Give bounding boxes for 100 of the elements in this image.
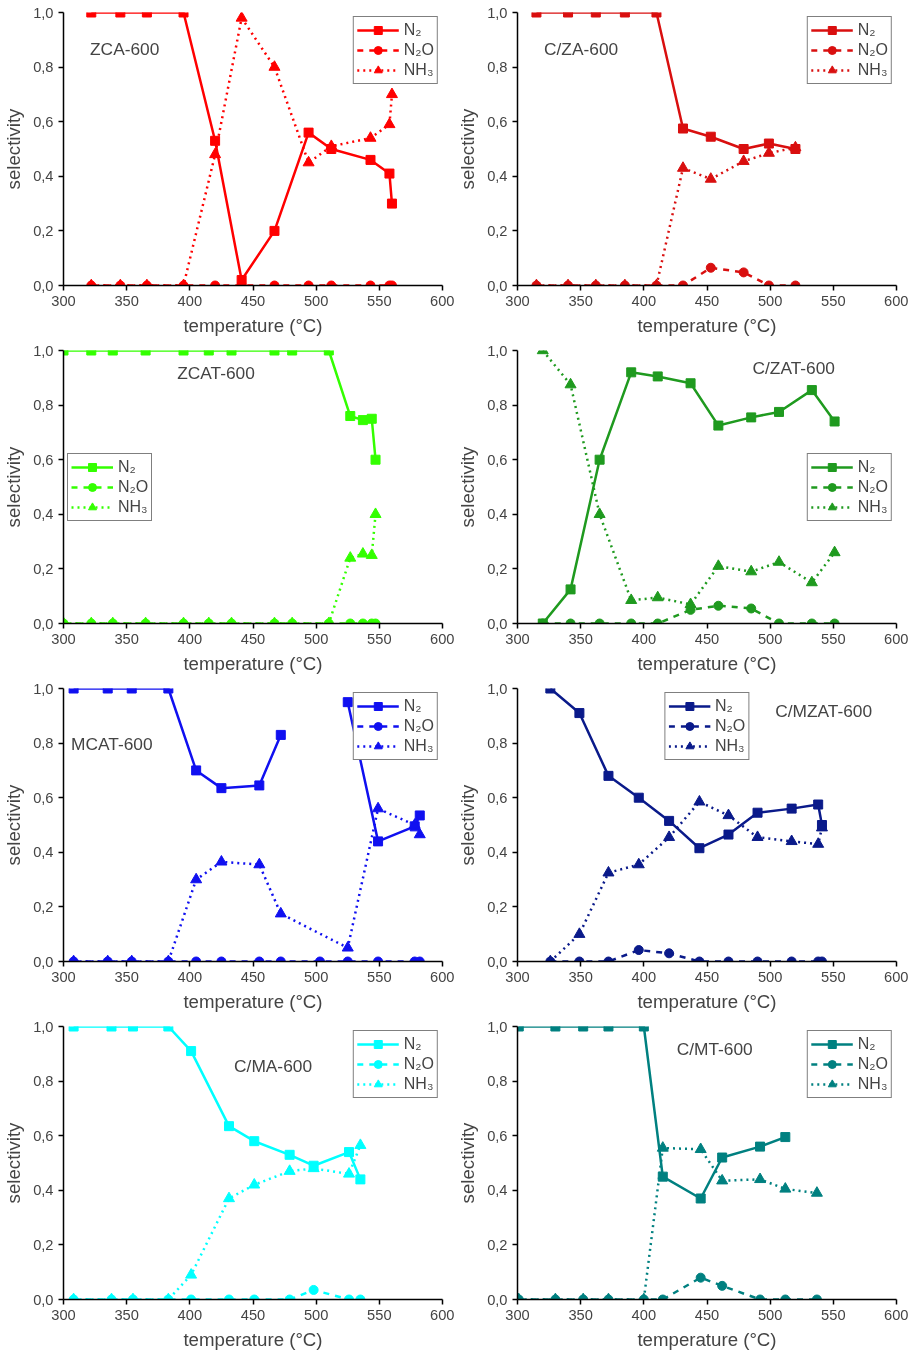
y-tick-label: 1,0 — [487, 4, 508, 21]
x-tick-label: 400 — [177, 292, 203, 309]
x-tick-label: 450 — [694, 630, 720, 647]
y-tick-label: 1,0 — [487, 680, 508, 697]
x-tick-label: 450 — [240, 968, 266, 985]
x-tick-label: 600 — [884, 630, 909, 647]
legend-label: N₂ — [857, 20, 877, 40]
x-tick-label: 600 — [884, 1306, 909, 1323]
x-tick-label: 550 — [821, 292, 846, 309]
y-axis-title: selectivity — [3, 1121, 25, 1204]
y-tick-label: 0,2 — [487, 222, 508, 239]
y-tick-label: 0,6 — [487, 1127, 508, 1144]
x-tick-label: 500 — [757, 968, 783, 985]
x-tick-label: 500 — [757, 292, 783, 309]
x-axis-title: temperature (°C) — [637, 990, 777, 1012]
x-tick-label: 300 — [505, 292, 530, 309]
x-tick-label: 450 — [694, 292, 720, 309]
y-axis-title: selectivity — [457, 783, 479, 866]
y-tick-label: 0,0 — [33, 953, 54, 970]
y-tick-label: 0,4 — [487, 844, 508, 861]
y-tick-label: 0,0 — [33, 277, 54, 294]
y-tick-label: 0,4 — [487, 1182, 508, 1199]
x-axis-title: temperature (°C) — [183, 314, 323, 336]
x-tick-label: 300 — [51, 292, 76, 309]
annotation: C/ZAT-600 — [752, 357, 835, 378]
x-tick-label: 450 — [240, 1306, 266, 1323]
x-tick-label: 300 — [505, 630, 530, 647]
y-tick-label: 0,4 — [487, 168, 508, 185]
x-axis-title: temperature (°C) — [183, 1328, 323, 1350]
legend-label: N₂ — [403, 20, 423, 40]
y-tick-label: 1,0 — [33, 342, 54, 359]
x-tick-label: 450 — [240, 292, 266, 309]
y-tick-label: 0,8 — [487, 1073, 508, 1090]
y-tick-label: 1,0 — [33, 4, 54, 21]
y-tick-label: 1,0 — [33, 680, 54, 697]
x-tick-label: 550 — [821, 1306, 846, 1323]
legend-label: N₂ — [857, 1034, 877, 1054]
x-tick-label: 350 — [568, 1306, 593, 1323]
y-tick-label: 0,8 — [33, 59, 54, 76]
y-tick-label: 0,0 — [487, 615, 508, 632]
y-axis-title: selectivity — [457, 1121, 479, 1204]
x-tick-label: 400 — [631, 1306, 657, 1323]
y-tick-label: 0,4 — [33, 506, 54, 523]
x-tick-label: 350 — [114, 292, 139, 309]
y-tick-label: 1,0 — [33, 1018, 54, 1035]
x-tick-label: 350 — [114, 630, 139, 647]
x-tick-label: 600 — [430, 1306, 455, 1323]
y-tick-label: 0,6 — [33, 789, 54, 806]
x-tick-label: 300 — [505, 968, 530, 985]
legend-label: N₂O — [857, 1054, 888, 1074]
annotation: C/MZAT-600 — [775, 701, 873, 722]
x-axis-title: temperature (°C) — [637, 652, 777, 674]
annotation: ZCA-600 — [90, 38, 160, 59]
y-tick-label: 1,0 — [487, 342, 508, 359]
x-tick-label: 400 — [177, 630, 203, 647]
y-tick-label: 0,8 — [487, 397, 508, 414]
y-tick-label: 0,6 — [487, 789, 508, 806]
x-tick-label: 550 — [821, 968, 846, 985]
x-tick-label: 450 — [694, 1306, 720, 1323]
y-tick-label: 0,2 — [33, 898, 54, 915]
y-tick-label: 0,8 — [487, 735, 508, 752]
legend-label: N₂ — [714, 696, 734, 716]
y-tick-label: 0,4 — [487, 506, 508, 523]
legend-label: NH₃ — [118, 496, 148, 517]
y-tick-label: 0,6 — [33, 451, 54, 468]
x-tick-label: 400 — [631, 292, 657, 309]
y-tick-label: 0,8 — [487, 59, 508, 76]
y-tick-label: 0,2 — [487, 898, 508, 915]
x-tick-label: 600 — [430, 968, 455, 985]
x-tick-label: 550 — [367, 968, 392, 985]
legend-label: N₂ — [403, 1034, 423, 1054]
y-axis-title: selectivity — [457, 107, 479, 190]
legend-label: N₂O — [403, 716, 434, 736]
y-tick-label: 0,2 — [487, 1236, 508, 1253]
legend-label: NH₃ — [857, 496, 888, 517]
x-tick-label: 500 — [757, 630, 783, 647]
y-tick-label: 0,4 — [33, 168, 54, 185]
x-tick-label: 300 — [51, 630, 76, 647]
x-tick-label: 300 — [51, 968, 76, 985]
x-tick-label: 400 — [177, 1306, 203, 1323]
x-tick-label: 350 — [114, 968, 139, 985]
x-axis-title: temperature (°C) — [637, 1328, 777, 1350]
annotation: ZCAT-600 — [177, 363, 255, 384]
y-tick-label: 0,0 — [487, 1291, 508, 1308]
x-tick-label: 600 — [884, 292, 909, 309]
x-tick-label: 400 — [631, 968, 657, 985]
y-tick-label: 0,0 — [487, 953, 508, 970]
x-tick-label: 500 — [303, 630, 329, 647]
legend-label: N₂O — [857, 40, 888, 60]
x-tick-label: 350 — [114, 1306, 139, 1323]
legend-label: N₂ — [118, 456, 137, 477]
x-tick-label: 550 — [367, 630, 392, 647]
y-tick-label: 0,6 — [33, 1127, 54, 1144]
x-tick-label: 500 — [303, 968, 329, 985]
x-tick-label: 300 — [51, 1306, 76, 1323]
annotation: C/MA-600 — [234, 1055, 313, 1076]
y-tick-label: 0,8 — [33, 397, 54, 414]
x-tick-label: 550 — [821, 630, 846, 647]
annotation: C/ZA-600 — [544, 38, 619, 59]
y-tick-label: 0,0 — [487, 277, 508, 294]
